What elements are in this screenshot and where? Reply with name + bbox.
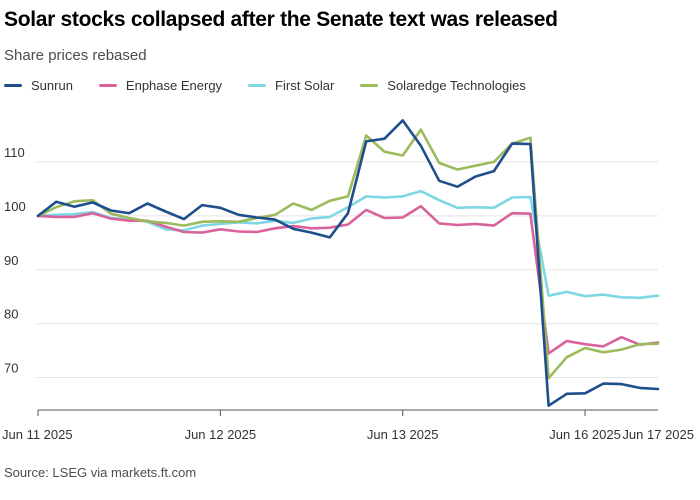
y-tick-label-70: 70	[4, 361, 18, 376]
chart-title: Solar stocks collapsed after the Senate …	[4, 8, 558, 31]
chart-legend: Sunrun Enphase Energy First Solar Solare…	[4, 78, 552, 93]
y-tick-label-110: 110	[4, 145, 25, 160]
legend-item-solaredge-technologies: Solaredge Technologies	[360, 78, 526, 93]
x-tick-label-1: Jun 12 2025	[185, 427, 257, 442]
legend-swatch-first-solar	[248, 84, 267, 87]
series-line-solaredge-technologies	[36, 128, 660, 380]
x-tick-label-5: Jun 17 2025	[622, 427, 694, 442]
chart-subtitle: Share prices rebased	[4, 47, 147, 64]
y-tick-label-80: 80	[4, 307, 18, 322]
legend-label-enphase-energy: Enphase Energy	[125, 78, 223, 93]
legend-swatch-sunrun	[4, 84, 22, 87]
y-tick-label-90: 90	[4, 253, 18, 268]
legend-item-sunrun: Sunrun	[4, 78, 73, 93]
legend-swatch-solaredge-technologies	[360, 84, 379, 87]
series-line-sunrun	[36, 119, 660, 407]
x-tick-label-2: Jun 13 2025	[367, 427, 439, 442]
legend-item-enphase-energy: Enphase Energy	[98, 78, 223, 93]
legend-label-solaredge-technologies: Solaredge Technologies	[387, 78, 526, 93]
legend-label-first-solar: First Solar	[275, 78, 335, 93]
source-note: Source: LSEG via markets.ft.com	[4, 465, 197, 480]
legend-swatch-enphase-energy	[98, 84, 117, 87]
x-tick-label-0: Jun 11 2025	[2, 427, 73, 442]
legend-label-sunrun: Sunrun	[31, 78, 73, 93]
y-tick-label-100: 100	[4, 199, 26, 214]
x-tick-label-3: Jun 16 2025	[549, 427, 621, 442]
legend-item-first-solar: First Solar	[248, 78, 334, 93]
series-line-enphase-energy	[36, 204, 660, 355]
series-line-first-solar	[36, 189, 660, 300]
